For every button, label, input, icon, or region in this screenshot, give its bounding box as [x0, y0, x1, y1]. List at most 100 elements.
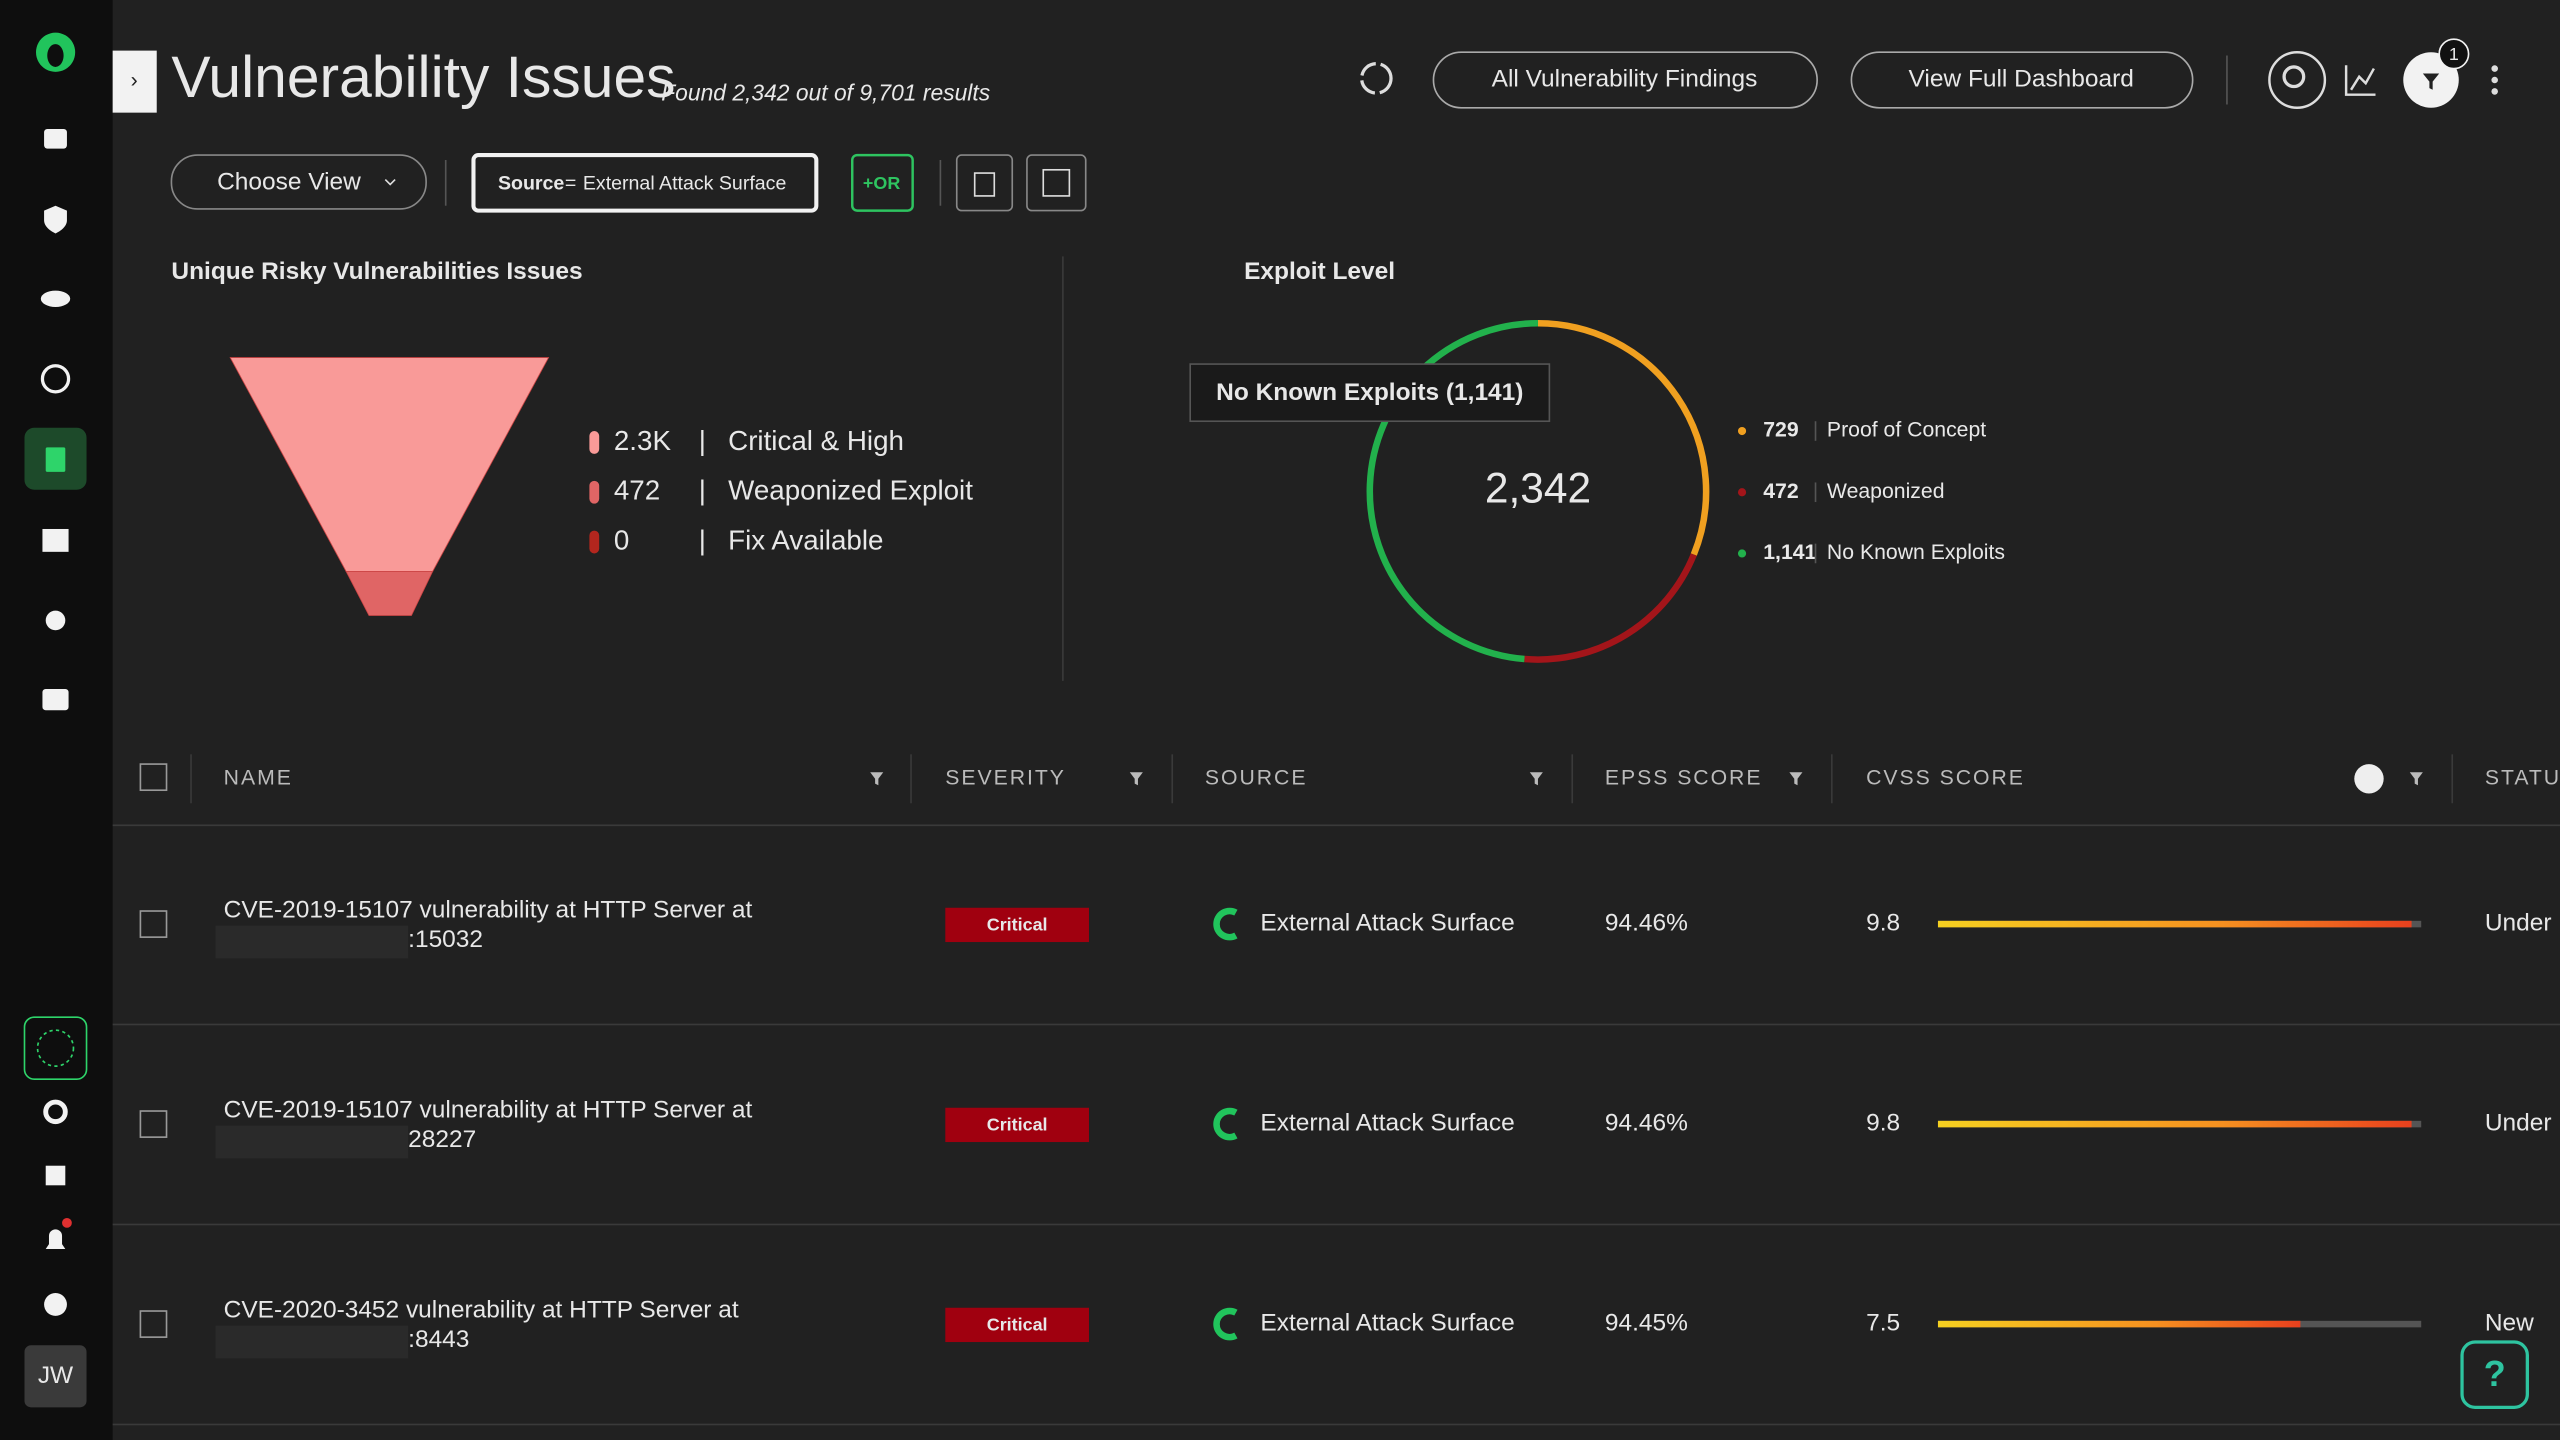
redacted-host [215, 1325, 409, 1359]
vuln-port: 28227 [408, 1126, 476, 1153]
column-header: NAME [224, 766, 293, 789]
dashboard-button[interactable] [1850, 51, 2194, 109]
chevron [384, 179, 396, 186]
sidebar [0, 0, 113, 1440]
filter-icon [2422, 73, 2440, 90]
exploit-label: Proof of Concept [1827, 419, 1986, 442]
select-all[interactable] [139, 763, 168, 792]
nav-agent[interactable] [23, 1016, 88, 1080]
row-checkbox[interactable] [139, 910, 168, 938]
or-button[interactable] [851, 153, 914, 212]
vuln-port: :15032 [408, 926, 483, 953]
funnel-value: 472 [614, 475, 660, 506]
help-icon[interactable] [44, 1293, 67, 1316]
findings-button[interactable] [1432, 51, 1818, 109]
funnel-title: Unique Risky Vulnerabilities Issues [171, 258, 582, 285]
sidebar-icons [23, 32, 88, 1408]
epss-score: 94.45% [1605, 1310, 1688, 1337]
donut-total: 2,342 [1485, 465, 1591, 512]
status: New [2485, 1310, 2534, 1337]
nav-icon[interactable] [42, 688, 69, 711]
column-header: EPSS SCORE [1605, 766, 1763, 789]
vuln-name: CVE-2019-15107 vulnerability at HTTP Ser… [224, 1096, 753, 1123]
nav-icon[interactable] [45, 610, 66, 631]
apps-icon[interactable] [45, 1165, 66, 1186]
cvss-bar [1937, 1120, 2412, 1128]
avatar-initials: JW [38, 1362, 74, 1389]
source-icon [1213, 1307, 1238, 1341]
row-checkbox[interactable] [139, 1310, 168, 1338]
cvss-score: 7.5 [1866, 1310, 1900, 1337]
expand-arrow: › [131, 69, 138, 92]
row-separator [112, 1223, 2560, 1226]
vuln-port: :8443 [408, 1326, 469, 1353]
nav-icon[interactable] [40, 290, 71, 307]
source-label: External Attack Surface [1260, 910, 1514, 937]
epss-score: 94.46% [1605, 910, 1688, 937]
filter-chip[interactable] [471, 153, 819, 213]
severity-label: Critical [987, 914, 1048, 934]
row-checkbox[interactable] [139, 1110, 168, 1138]
severity-badge [945, 1307, 1089, 1343]
severity-badge [945, 907, 1089, 943]
more-menu[interactable] [2491, 65, 2498, 95]
exploit-value: 729 [1763, 419, 1799, 442]
funnel-value: 2.3K [614, 425, 672, 456]
refresh-icon[interactable] [1360, 62, 1393, 95]
redacted-host [215, 1125, 409, 1159]
tooltip-text: No Known Exploits (1,141) [1216, 379, 1523, 406]
separator: | [699, 475, 706, 506]
redacted-host [215, 925, 409, 959]
column-filter[interactable] [1529, 772, 1543, 786]
help-button[interactable] [2460, 1340, 2529, 1409]
save-icon [1042, 168, 1071, 197]
save-button[interactable] [1026, 154, 1087, 212]
legend-dot [1737, 488, 1747, 497]
bell-dot [62, 1217, 72, 1228]
avatar[interactable] [24, 1345, 87, 1408]
tooltip [1189, 363, 1551, 423]
expand-button[interactable] [112, 50, 157, 113]
findings-label: All Vulnerability Findings [1492, 65, 1758, 92]
legend-swatch [589, 530, 600, 554]
donut-segment [1537, 320, 1710, 556]
nav-icon[interactable] [44, 205, 67, 234]
delete-button[interactable] [955, 154, 1014, 212]
vuln-name: CVE-2020-3452 vulnerability at HTTP Serv… [224, 1296, 739, 1323]
nav-icon [45, 447, 66, 472]
help-mark: ? [2484, 1353, 2506, 1394]
row-separator [112, 1023, 2560, 1026]
search-icon [2282, 65, 2306, 89]
settings-icon[interactable] [43, 1099, 68, 1125]
choose-view[interactable] [170, 154, 427, 210]
exploit-value: 472 [1763, 480, 1798, 503]
dashboard-label: View Full Dashboard [1909, 65, 2134, 92]
source-label: External Attack Surface [1260, 1110, 1514, 1137]
vuln-name: CVE-2019-15107 vulnerability at HTTP Ser… [224, 896, 753, 923]
legend-swatch [589, 431, 600, 454]
filter-value: External Attack Surface [583, 173, 787, 195]
column-filter[interactable] [1129, 772, 1143, 786]
severity-label: Critical [987, 1314, 1048, 1334]
logo[interactable] [36, 32, 76, 72]
nav-icon [36, 1029, 75, 1067]
nav-icon[interactable] [40, 364, 71, 394]
chart-icon[interactable] [2344, 65, 2376, 96]
legend-swatch [589, 480, 600, 504]
funnel-label: Weaponized Exploit [728, 475, 973, 506]
bell-icon[interactable] [45, 1229, 66, 1249]
status: Under [2485, 1110, 2552, 1137]
row-separator [112, 1423, 2560, 1426]
nav-icon[interactable] [42, 528, 69, 552]
column-filter[interactable] [870, 772, 884, 786]
column-filter[interactable] [1789, 772, 1803, 786]
or-label: +OR [863, 173, 900, 193]
search-button[interactable] [2268, 51, 2327, 109]
nav-icon[interactable] [44, 128, 67, 149]
source-icon [1213, 907, 1238, 941]
column-filter[interactable] [2409, 772, 2423, 786]
funnel-value: 0 [614, 524, 629, 555]
column-header: SOURCE [1205, 766, 1308, 789]
